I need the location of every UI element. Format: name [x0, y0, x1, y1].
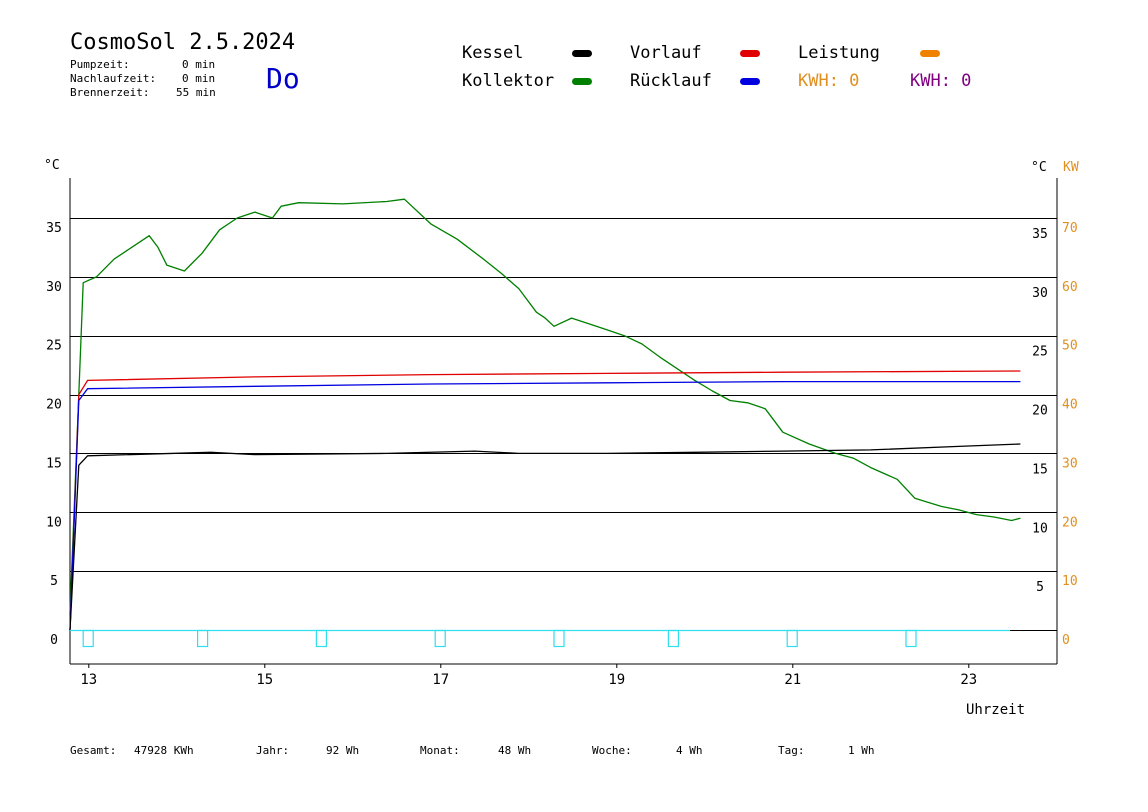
y-tick-left-25: 25	[46, 339, 62, 354]
y-tick-left-0: 0	[50, 633, 58, 648]
x-tick-19: 19	[608, 672, 625, 688]
pump-pulses	[70, 629, 1010, 648]
series-line-kessel	[69, 443, 1021, 631]
legend-kollektor-swatch	[572, 78, 592, 85]
footer-tag-label: Tag:	[778, 744, 805, 757]
footer-gesamt-value: 47928 KWh	[134, 744, 194, 757]
x-tick-17: 17	[432, 672, 449, 688]
legend-kessel-swatch	[572, 50, 592, 57]
x-tick-23: 23	[960, 672, 977, 688]
footer-tag-value: 1 Wh	[848, 744, 875, 757]
x-tick-15: 15	[256, 672, 273, 688]
legend-leistung-label: Leistung	[798, 43, 880, 63]
legend-kwh-purple: KWH: 0	[910, 71, 972, 91]
y-tick-kw-60: 60	[1062, 280, 1078, 295]
pump-pulse-0	[82, 629, 94, 648]
series-line-vorlauf	[69, 370, 1021, 631]
footer-woche-label: Woche:	[592, 744, 632, 757]
y-tick-right-10: 10	[1032, 521, 1048, 536]
weekday-label: Do	[266, 62, 300, 95]
legend-kessel-label: Kessel	[462, 43, 524, 63]
brennerzeit-label: Brennerzeit:	[70, 86, 150, 99]
axes	[69, 178, 1058, 665]
y-tick-right-5: 5	[1036, 580, 1044, 595]
y-tick-right-20: 20	[1032, 404, 1048, 419]
footer-monat-value: 48 Wh	[498, 744, 532, 757]
y-axis-kw-unit: KW	[1063, 160, 1079, 175]
y-tick-kw-30: 30	[1062, 456, 1078, 471]
y-tick-right-35: 35	[1032, 227, 1048, 242]
footer-woche-value: 4 Wh	[676, 744, 703, 757]
series-line-rcklauf	[69, 380, 1021, 631]
y-tick-kw-10: 10	[1062, 574, 1078, 589]
pumpzeit-label: Pumpzeit:	[70, 58, 130, 71]
app-title: CosmoSol 2.5.2024	[70, 30, 296, 55]
pump-pulse-2	[315, 629, 327, 648]
pump-pulse-3	[434, 629, 446, 648]
y-axis-left-unit: °C	[44, 158, 60, 173]
legend-kwh-orange: KWH: 0	[798, 71, 860, 91]
y-axis-right-unit: °C	[1031, 160, 1047, 175]
x-axis-title: Uhrzeit	[966, 702, 1026, 718]
legend-ruecklauf-label: Rücklauf	[630, 71, 712, 91]
y-tick-left-30: 30	[46, 280, 62, 295]
x-tick-13: 13	[80, 672, 97, 688]
brennerzeit-value: 55 min	[176, 86, 216, 99]
nachlaufzeit-value: 0 min	[182, 72, 216, 85]
y-tick-right-25: 25	[1032, 345, 1048, 360]
pump-pulse-5	[667, 629, 680, 648]
legend-vorlauf-swatch	[740, 50, 760, 57]
legend-leistung-swatch	[920, 50, 940, 57]
y-tick-left-5: 5	[50, 574, 58, 589]
series-line-kollektor	[69, 198, 1021, 613]
y-tick-left-35: 35	[46, 221, 62, 236]
pump-pulse-7	[905, 629, 917, 648]
y-tick-right-30: 30	[1032, 286, 1048, 301]
tick-labels: 0 5 10 15 20 25 30 35 5 10 15 20 25 30 35 0 10 20 30 40 50 60…	[46, 221, 1077, 688]
y-tick-kw-40: 40	[1062, 398, 1078, 413]
footer-gesamt-label: Gesamt:	[70, 744, 117, 757]
legend-vorlauf-label: Vorlauf	[630, 43, 702, 63]
y-tick-kw-70: 70	[1062, 221, 1078, 236]
pump-pulse-4	[553, 629, 565, 648]
y-tick-left-10: 10	[46, 515, 62, 530]
y-tick-kw-50: 50	[1062, 339, 1078, 354]
y-tick-kw-20: 20	[1062, 515, 1078, 530]
nachlaufzeit-label: Nachlaufzeit:	[70, 72, 157, 85]
x-tick-21: 21	[784, 672, 801, 688]
y-tick-kw-0: 0	[1062, 633, 1070, 648]
legend-kollektor-label: Kollektor	[462, 71, 555, 91]
y-tick-right-15: 15	[1032, 462, 1048, 477]
grid-lines	[70, 218, 1057, 631]
footer-jahr-value: 92 Wh	[326, 744, 360, 757]
series	[69, 198, 1021, 631]
pump-pulse-6	[786, 629, 798, 648]
footer-jahr-label: Jahr:	[256, 744, 290, 757]
pump-pulse-1	[197, 629, 209, 648]
y-tick-left-20: 20	[46, 398, 62, 413]
footer-monat-label: Monat:	[420, 744, 460, 757]
pumpzeit-value: 0 min	[182, 58, 216, 71]
legend-ruecklauf-swatch	[740, 78, 760, 85]
y-tick-left-15: 15	[46, 456, 62, 471]
